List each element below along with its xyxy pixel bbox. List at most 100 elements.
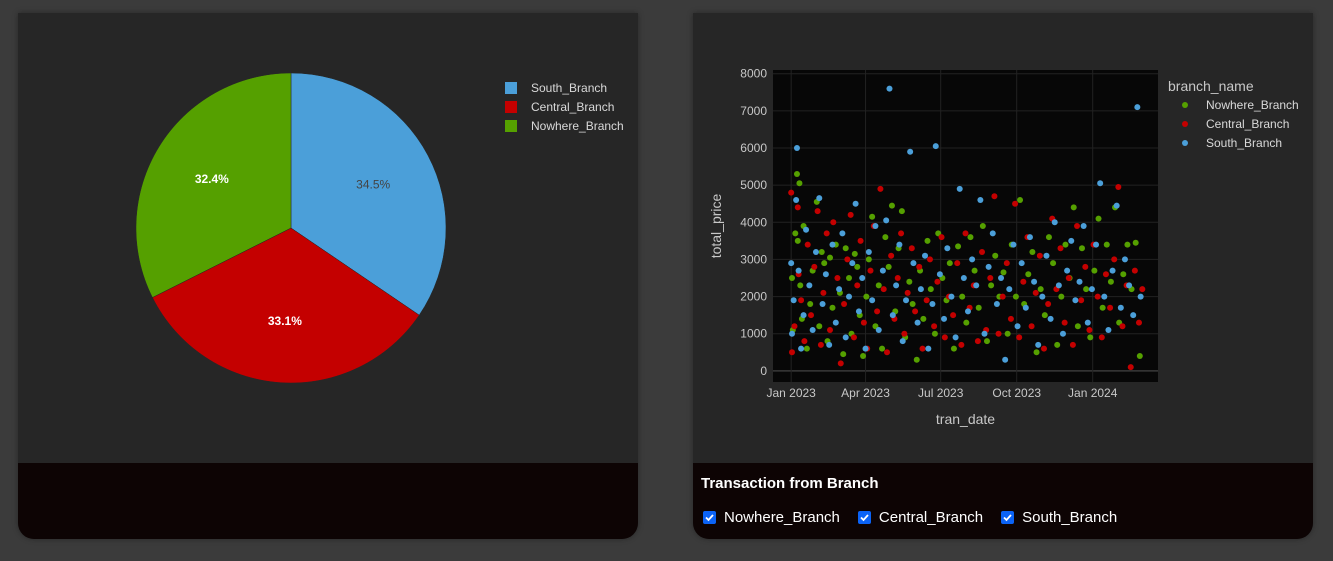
data-point[interactable] <box>819 301 826 307</box>
data-point[interactable] <box>1109 267 1116 274</box>
data-point[interactable] <box>956 185 963 192</box>
data-point[interactable] <box>1130 312 1137 319</box>
data-point[interactable] <box>1012 293 1019 300</box>
data-point[interactable] <box>925 345 932 352</box>
data-point[interactable] <box>797 282 804 289</box>
data-point[interactable] <box>1105 327 1112 333</box>
data-point[interactable] <box>914 319 921 326</box>
data-point[interactable] <box>1057 245 1064 252</box>
data-point[interactable] <box>1124 241 1131 248</box>
data-point[interactable] <box>1139 286 1146 293</box>
data-point[interactable] <box>1050 260 1057 267</box>
pie-slice-south-branch[interactable] <box>290 72 447 316</box>
data-point[interactable] <box>1132 239 1139 246</box>
data-point[interactable] <box>803 345 810 352</box>
data-point[interactable] <box>1136 353 1143 359</box>
data-point[interactable] <box>1004 330 1011 337</box>
data-point[interactable] <box>1082 263 1089 270</box>
data-point[interactable] <box>816 323 823 330</box>
data-point[interactable] <box>960 275 967 281</box>
data-point[interactable] <box>1010 241 1017 248</box>
data-point[interactable] <box>1072 297 1079 304</box>
data-point[interactable] <box>1137 293 1144 300</box>
data-point[interactable] <box>1107 304 1114 311</box>
data-point[interactable] <box>1078 245 1085 252</box>
data-point[interactable] <box>1135 319 1142 326</box>
data-point[interactable] <box>854 282 861 289</box>
data-point[interactable] <box>946 260 953 267</box>
data-point[interactable] <box>886 85 893 92</box>
data-point[interactable] <box>1091 267 1098 274</box>
data-point[interactable] <box>826 341 833 348</box>
pie-legend-item[interactable]: Central_Branch <box>505 100 614 114</box>
data-point[interactable] <box>941 315 948 322</box>
data-point[interactable] <box>1103 241 1110 248</box>
data-point[interactable] <box>811 263 818 270</box>
checkbox-checked-icon[interactable] <box>857 511 871 524</box>
data-point[interactable] <box>917 286 924 293</box>
data-point[interactable] <box>1117 304 1124 311</box>
data-point[interactable] <box>923 297 930 304</box>
data-point[interactable] <box>1113 202 1120 209</box>
data-point[interactable] <box>793 145 800 151</box>
data-point[interactable] <box>860 353 867 359</box>
data-point[interactable] <box>906 278 913 285</box>
data-point[interactable] <box>1131 267 1138 274</box>
data-point[interactable] <box>869 297 876 304</box>
data-point[interactable] <box>950 345 957 352</box>
data-point[interactable] <box>941 334 948 341</box>
data-point[interactable] <box>840 351 847 358</box>
data-point[interactable] <box>922 252 929 259</box>
data-point[interactable] <box>973 282 980 289</box>
data-point[interactable] <box>1051 219 1058 226</box>
data-point[interactable] <box>860 319 867 326</box>
data-point[interactable] <box>791 323 798 330</box>
data-point[interactable] <box>958 341 965 348</box>
data-point[interactable] <box>1086 327 1093 333</box>
data-point[interactable] <box>991 193 998 200</box>
data-point[interactable] <box>988 282 995 289</box>
data-point[interactable] <box>1033 349 1040 356</box>
data-point[interactable] <box>1043 252 1050 259</box>
data-point[interactable] <box>919 345 926 352</box>
data-point[interactable] <box>1059 330 1066 337</box>
data-point[interactable] <box>863 293 870 300</box>
data-point[interactable] <box>1061 319 1068 326</box>
data-point[interactable] <box>899 338 906 345</box>
data-point[interactable] <box>901 330 908 337</box>
data-point[interactable] <box>962 230 969 237</box>
data-point[interactable] <box>1016 334 1023 341</box>
data-point[interactable] <box>1029 249 1036 255</box>
data-point[interactable] <box>1084 319 1091 326</box>
data-point[interactable] <box>834 275 841 281</box>
data-point[interactable] <box>846 293 853 300</box>
data-point[interactable] <box>1115 184 1122 190</box>
data-point[interactable] <box>794 204 801 211</box>
data-point[interactable] <box>857 237 864 244</box>
data-point[interactable] <box>821 260 828 267</box>
data-point[interactable] <box>1088 286 1095 293</box>
scatter-legend-item[interactable]: Nowhere_Branch <box>1182 98 1299 112</box>
data-point[interactable] <box>910 260 917 267</box>
data-point[interactable] <box>1014 323 1021 330</box>
data-point[interactable] <box>812 249 819 255</box>
data-point[interactable] <box>1087 334 1094 341</box>
data-point[interactable] <box>837 360 844 367</box>
data-point[interactable] <box>888 252 895 259</box>
data-point[interactable] <box>875 282 882 289</box>
data-point[interactable] <box>882 234 889 241</box>
data-point[interactable] <box>1074 223 1081 229</box>
data-point[interactable] <box>1020 278 1027 285</box>
data-point[interactable] <box>896 241 903 248</box>
data-point[interactable] <box>1121 256 1128 263</box>
data-point[interactable] <box>932 143 939 150</box>
data-point[interactable] <box>1111 256 1118 263</box>
data-point[interactable] <box>842 245 849 252</box>
data-point[interactable] <box>792 230 799 237</box>
data-point[interactable] <box>803 226 810 233</box>
data-point[interactable] <box>992 252 999 259</box>
data-point[interactable] <box>1036 252 1043 259</box>
data-point[interactable] <box>795 267 802 274</box>
data-point[interactable] <box>814 208 821 215</box>
data-point[interactable] <box>867 267 874 274</box>
